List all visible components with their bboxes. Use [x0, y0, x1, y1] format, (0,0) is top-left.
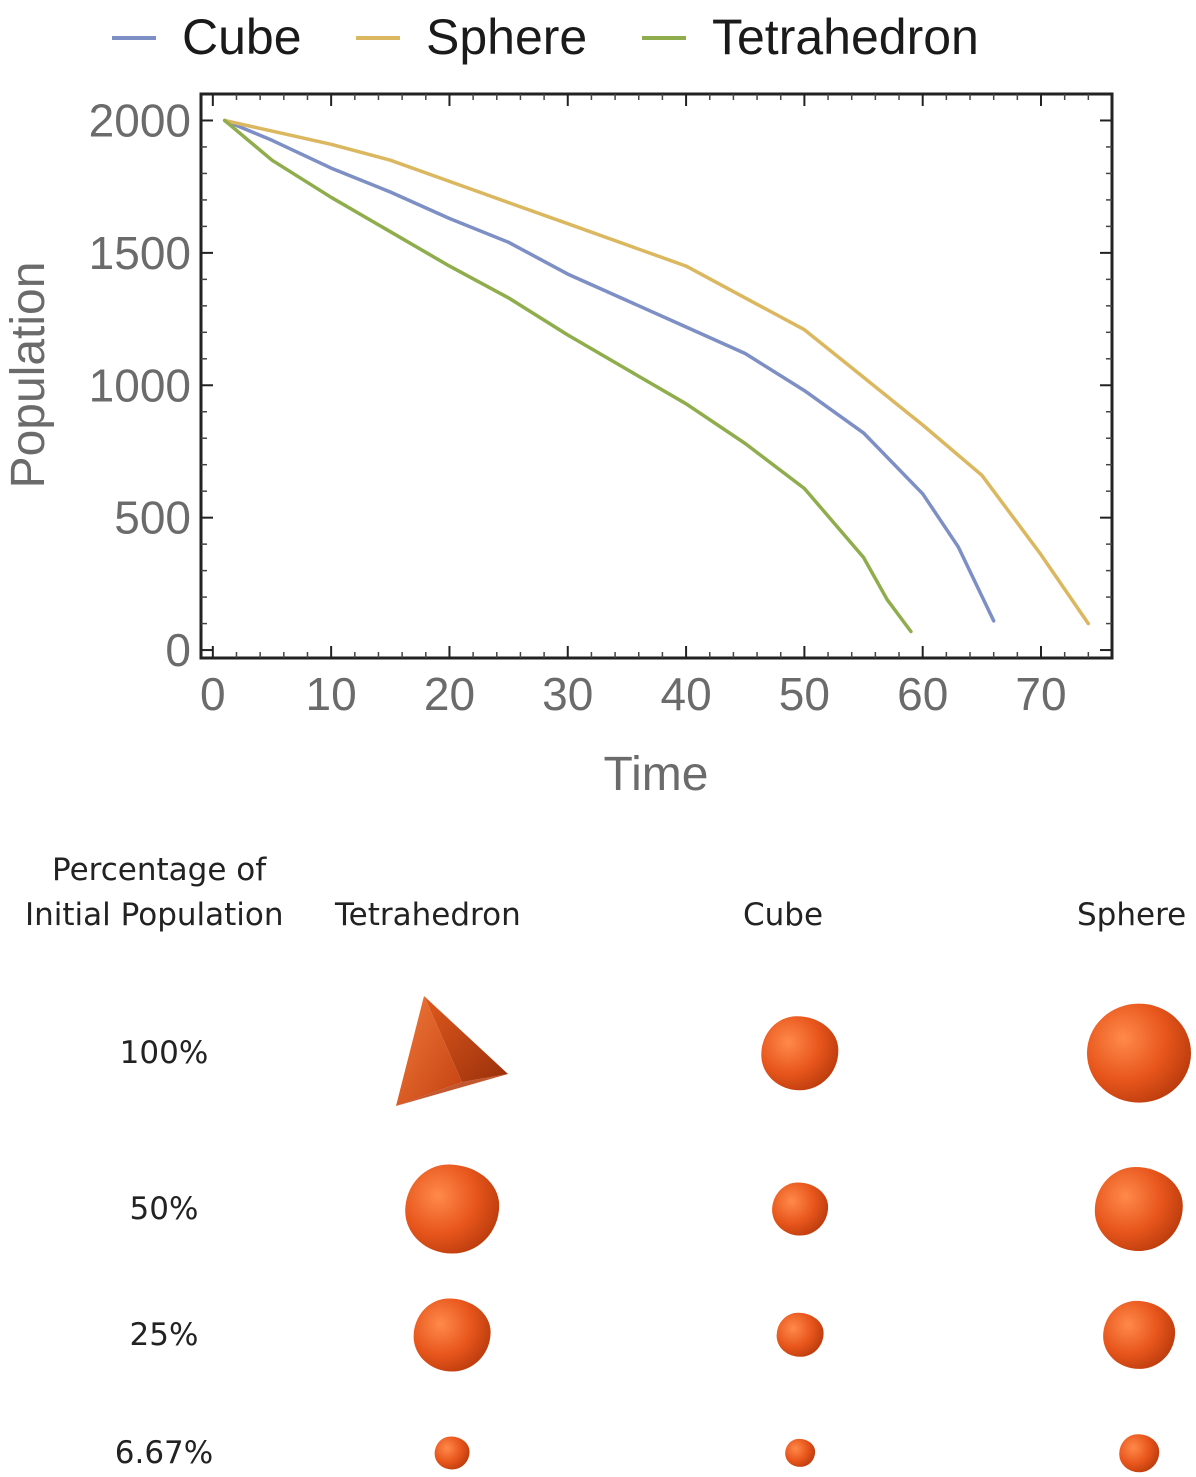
tetrahedron-render-image: [434, 1436, 470, 1470]
row-label: 50%: [129, 1191, 199, 1227]
header-percentage-line2: Initial Population: [25, 897, 284, 933]
tetrahedron-render-image: [396, 996, 508, 1106]
population-chart: Cube Sphere Tetrahedron 0 10 20 30 40 50 60 70 0 50…: [2, 9, 1114, 800]
cube-render-image: [772, 1182, 828, 1236]
x-tick-label: 50: [779, 668, 830, 720]
tetrahedron-render-image: [405, 1164, 499, 1254]
cube-render-image: [776, 1312, 824, 1358]
series-line-cube: [222, 118, 996, 623]
header-tetrahedron: Tetrahedron: [335, 897, 521, 933]
header-percentage-line1: Percentage of: [52, 852, 267, 888]
plot-frame: [199, 92, 1114, 660]
legend-label-tetrahedron: Tetrahedron: [712, 9, 979, 65]
row-label: 6.67%: [114, 1435, 214, 1471]
x-tick-label: 60: [897, 668, 948, 720]
legend-label-cube: Cube: [182, 9, 302, 65]
y-tick-label: 2000: [89, 94, 191, 146]
y-tick-label: 0: [165, 624, 191, 676]
sphere-render-image: [1087, 1003, 1191, 1103]
row-label: 100%: [119, 1035, 209, 1071]
axis-ticks: 0 10 20 30 40 50 60 70 0 500 1000 1500 2000: [89, 94, 1112, 720]
y-tick-label: 1500: [89, 227, 191, 279]
y-tick-label: 1000: [89, 359, 191, 411]
x-tick-label: 40: [660, 668, 711, 720]
chart-legend: Cube Sphere Tetrahedron: [112, 9, 979, 65]
y-axis-label: Population: [2, 262, 55, 489]
x-tick-label: 10: [306, 668, 357, 720]
cube-render-image: [761, 1016, 839, 1090]
x-tick-label: 0: [200, 668, 226, 720]
header-sphere: Sphere: [1077, 897, 1187, 933]
sphere-render-image: [1119, 1434, 1159, 1472]
series-lines: [222, 118, 1091, 634]
cube-render-image: [785, 1438, 815, 1468]
sphere-render-image: [1094, 1167, 1184, 1251]
x-tick-label: 30: [542, 668, 593, 720]
x-tick-label: 70: [1015, 668, 1066, 720]
legend-label-sphere: Sphere: [426, 9, 587, 65]
row-label: 25%: [129, 1317, 199, 1353]
header-cube: Cube: [743, 897, 824, 933]
sphere-render-image: [1103, 1300, 1175, 1370]
y-tick-label: 500: [114, 492, 191, 544]
x-tick-label: 20: [424, 668, 475, 720]
x-axis-label: Time: [604, 748, 709, 800]
series-line-tetrahedron: [222, 118, 913, 634]
tetrahedron-render-image: [413, 1298, 491, 1372]
series-line-sphere: [222, 118, 1091, 626]
